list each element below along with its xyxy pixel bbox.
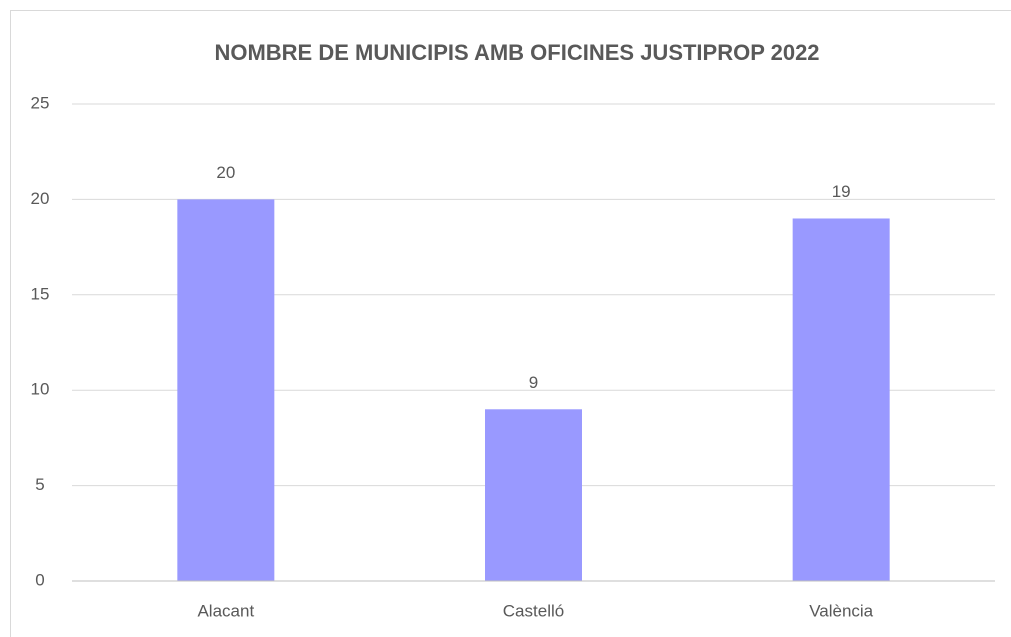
chart-title: NOMBRE DE MUNICIPIS AMB OFICINES JUSTIPR… (214, 40, 819, 65)
x-tick-label: Castelló (503, 601, 564, 620)
bar (792, 218, 890, 582)
bar (485, 409, 582, 581)
y-tick-label: 25 (31, 93, 50, 112)
data-label: 9 (529, 373, 538, 392)
y-tick-label: 0 (35, 570, 44, 589)
data-label: 19 (832, 182, 851, 201)
y-tick-label: 20 (31, 189, 50, 208)
y-tick-label: 5 (35, 475, 44, 494)
data-label: 20 (216, 163, 235, 182)
y-tick-label: 10 (31, 380, 50, 399)
x-tick-label: Alacant (197, 601, 254, 620)
y-tick-label: 15 (31, 284, 50, 303)
bar (177, 199, 275, 581)
x-tick-label: València (809, 601, 873, 620)
